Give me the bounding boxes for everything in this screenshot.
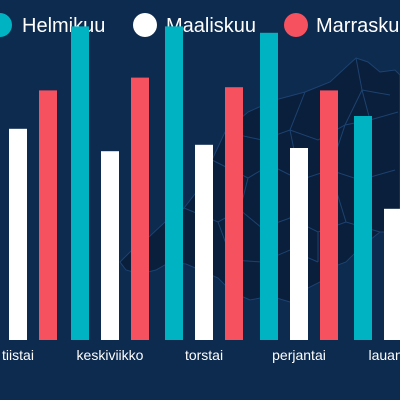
- x-tick-label: perjantai: [272, 347, 326, 363]
- bar-maaliskuu-lauantai: [384, 208, 400, 340]
- bar-marraskuu-keskiviikko: [131, 77, 149, 340]
- legend-marker-maaliskuu: [133, 13, 157, 37]
- x-tick-label: lauantai: [368, 347, 400, 363]
- legend-label-marraskuu: Marraskuu: [316, 15, 400, 37]
- bar-maaliskuu-torstai: [195, 144, 213, 340]
- bar-marraskuu-tiistai: [39, 90, 57, 341]
- bar-maaliskuu-perjantai: [290, 148, 308, 340]
- bars: [9, 26, 400, 341]
- x-axis: tiistai keskiviikko torstai perjantai la…: [2, 347, 400, 363]
- bar-marraskuu-torstai: [225, 87, 243, 340]
- x-tick-label: torstai: [185, 347, 223, 363]
- bar-helmikuu-lauantai: [354, 116, 372, 340]
- bar-maaliskuu-tiistai: [9, 128, 27, 340]
- legend: Helmikuu Maaliskuu Marraskuu: [0, 13, 400, 37]
- legend-label-helmikuu: Helmikuu: [22, 15, 105, 37]
- legend-marker-marraskuu: [284, 13, 308, 37]
- bar-marraskuu-perjantai: [320, 90, 338, 341]
- bar-helmikuu-keskiviikko: [71, 26, 89, 341]
- bar-maaliskuu-keskiviikko: [101, 151, 119, 340]
- x-tick-label: keskiviikko: [77, 347, 144, 363]
- bar-helmikuu-torstai: [165, 26, 183, 341]
- legend-marker-helmikuu: [0, 13, 12, 37]
- x-tick-label: tiistai: [2, 347, 34, 363]
- legend-label-maaliskuu: Maaliskuu: [166, 15, 256, 37]
- bar-helmikuu-perjantai: [260, 32, 278, 341]
